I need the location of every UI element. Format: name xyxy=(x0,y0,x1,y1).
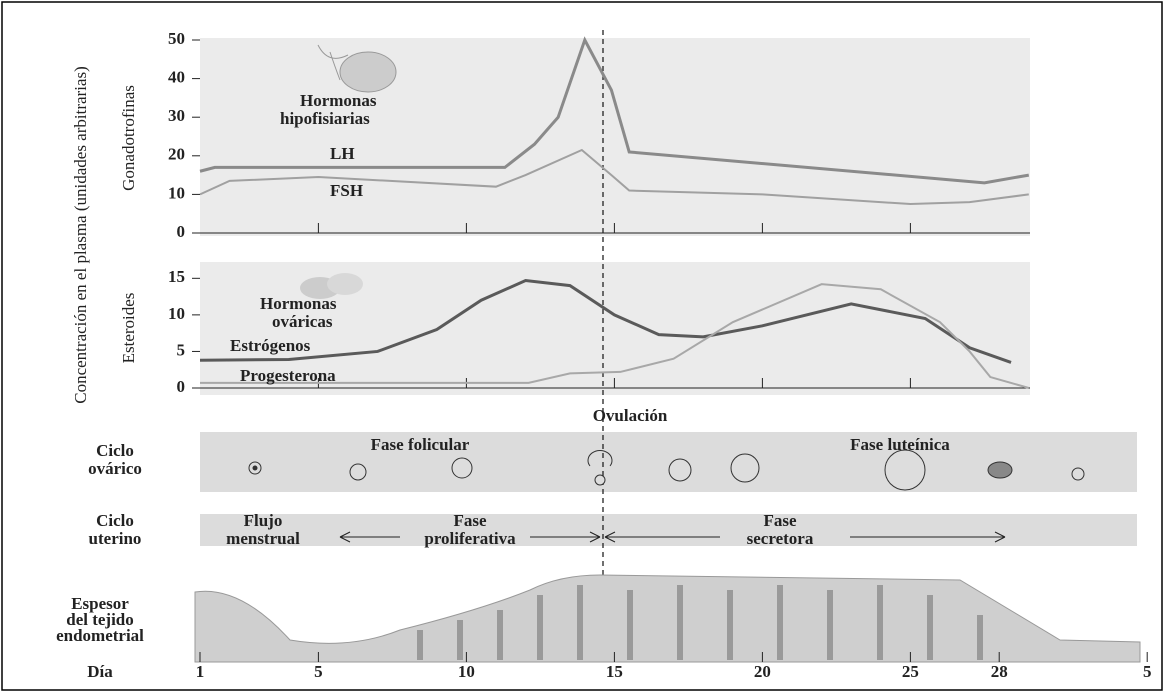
annotation: ováricas xyxy=(272,312,333,331)
label: Espesor xyxy=(71,594,129,613)
phase: Flujo xyxy=(244,511,283,530)
x-tick-label: 20 xyxy=(754,662,771,681)
line xyxy=(200,283,1030,389)
series-label: FSH xyxy=(330,181,363,200)
phase: secretora xyxy=(747,529,814,548)
annotation: Hormonas xyxy=(300,91,377,110)
label: ovárico xyxy=(88,459,142,478)
line xyxy=(199,148,1029,206)
line xyxy=(199,278,1012,364)
glands xyxy=(417,585,983,660)
y-tick-label: 0 xyxy=(177,222,186,241)
y-tick-label: 20 xyxy=(168,145,185,164)
label: uterino xyxy=(89,529,142,548)
x-tick-label: 10 xyxy=(458,662,475,681)
y-label: Esteroides xyxy=(119,293,138,364)
x-tick-label: 25 xyxy=(902,662,919,681)
y-tick-label: 0 xyxy=(177,377,186,396)
uterine-band xyxy=(200,514,1137,546)
y-tick-label: 40 xyxy=(168,68,185,87)
icon xyxy=(317,44,349,81)
axis-label: Día xyxy=(87,662,113,681)
icon xyxy=(339,51,397,93)
phase: Fase xyxy=(763,511,797,530)
y-label: Gonadotrofinas xyxy=(119,85,138,191)
y-tick-label: 15 xyxy=(168,267,185,286)
phase: menstrual xyxy=(226,529,300,548)
y-tick-label: 30 xyxy=(168,106,185,125)
x-tick-label: 5 xyxy=(1143,662,1152,681)
phase: Fase xyxy=(453,511,487,530)
label: del tejido xyxy=(66,610,134,629)
label: Ciclo xyxy=(96,511,134,530)
x-tick-label: 1 xyxy=(196,662,205,681)
x-tick-label: 28 xyxy=(991,662,1008,681)
label: Ciclo xyxy=(96,441,134,460)
line xyxy=(199,36,1030,185)
arrows xyxy=(339,531,1006,543)
ovarian-band xyxy=(200,432,1137,492)
phase: proliferativa xyxy=(424,529,516,548)
icon xyxy=(327,273,363,295)
annotation: hipofisiarias xyxy=(280,109,370,128)
follicles xyxy=(248,449,1085,491)
panel xyxy=(200,38,1030,236)
y-tick-label: 5 xyxy=(177,340,186,359)
series-label: Estrógenos xyxy=(230,336,311,355)
series-label: Progesterona xyxy=(240,366,336,385)
y-tick-label: 10 xyxy=(168,183,185,202)
y-tick-label: 50 xyxy=(168,29,185,48)
phase: Fase luteínica xyxy=(850,435,950,454)
label: endometrial xyxy=(56,626,144,645)
x-tick-label: 5 xyxy=(314,662,323,681)
phase: Fase folicular xyxy=(371,435,470,454)
y-tick-label: 10 xyxy=(168,304,185,323)
series-label: LH xyxy=(330,144,355,163)
x-tick-label: 15 xyxy=(606,662,623,681)
endometrium-shape xyxy=(194,574,1141,663)
y-label: Concentración en el plasma (unidades arb… xyxy=(71,66,90,404)
ovulation-label: Ovulación xyxy=(593,406,668,425)
